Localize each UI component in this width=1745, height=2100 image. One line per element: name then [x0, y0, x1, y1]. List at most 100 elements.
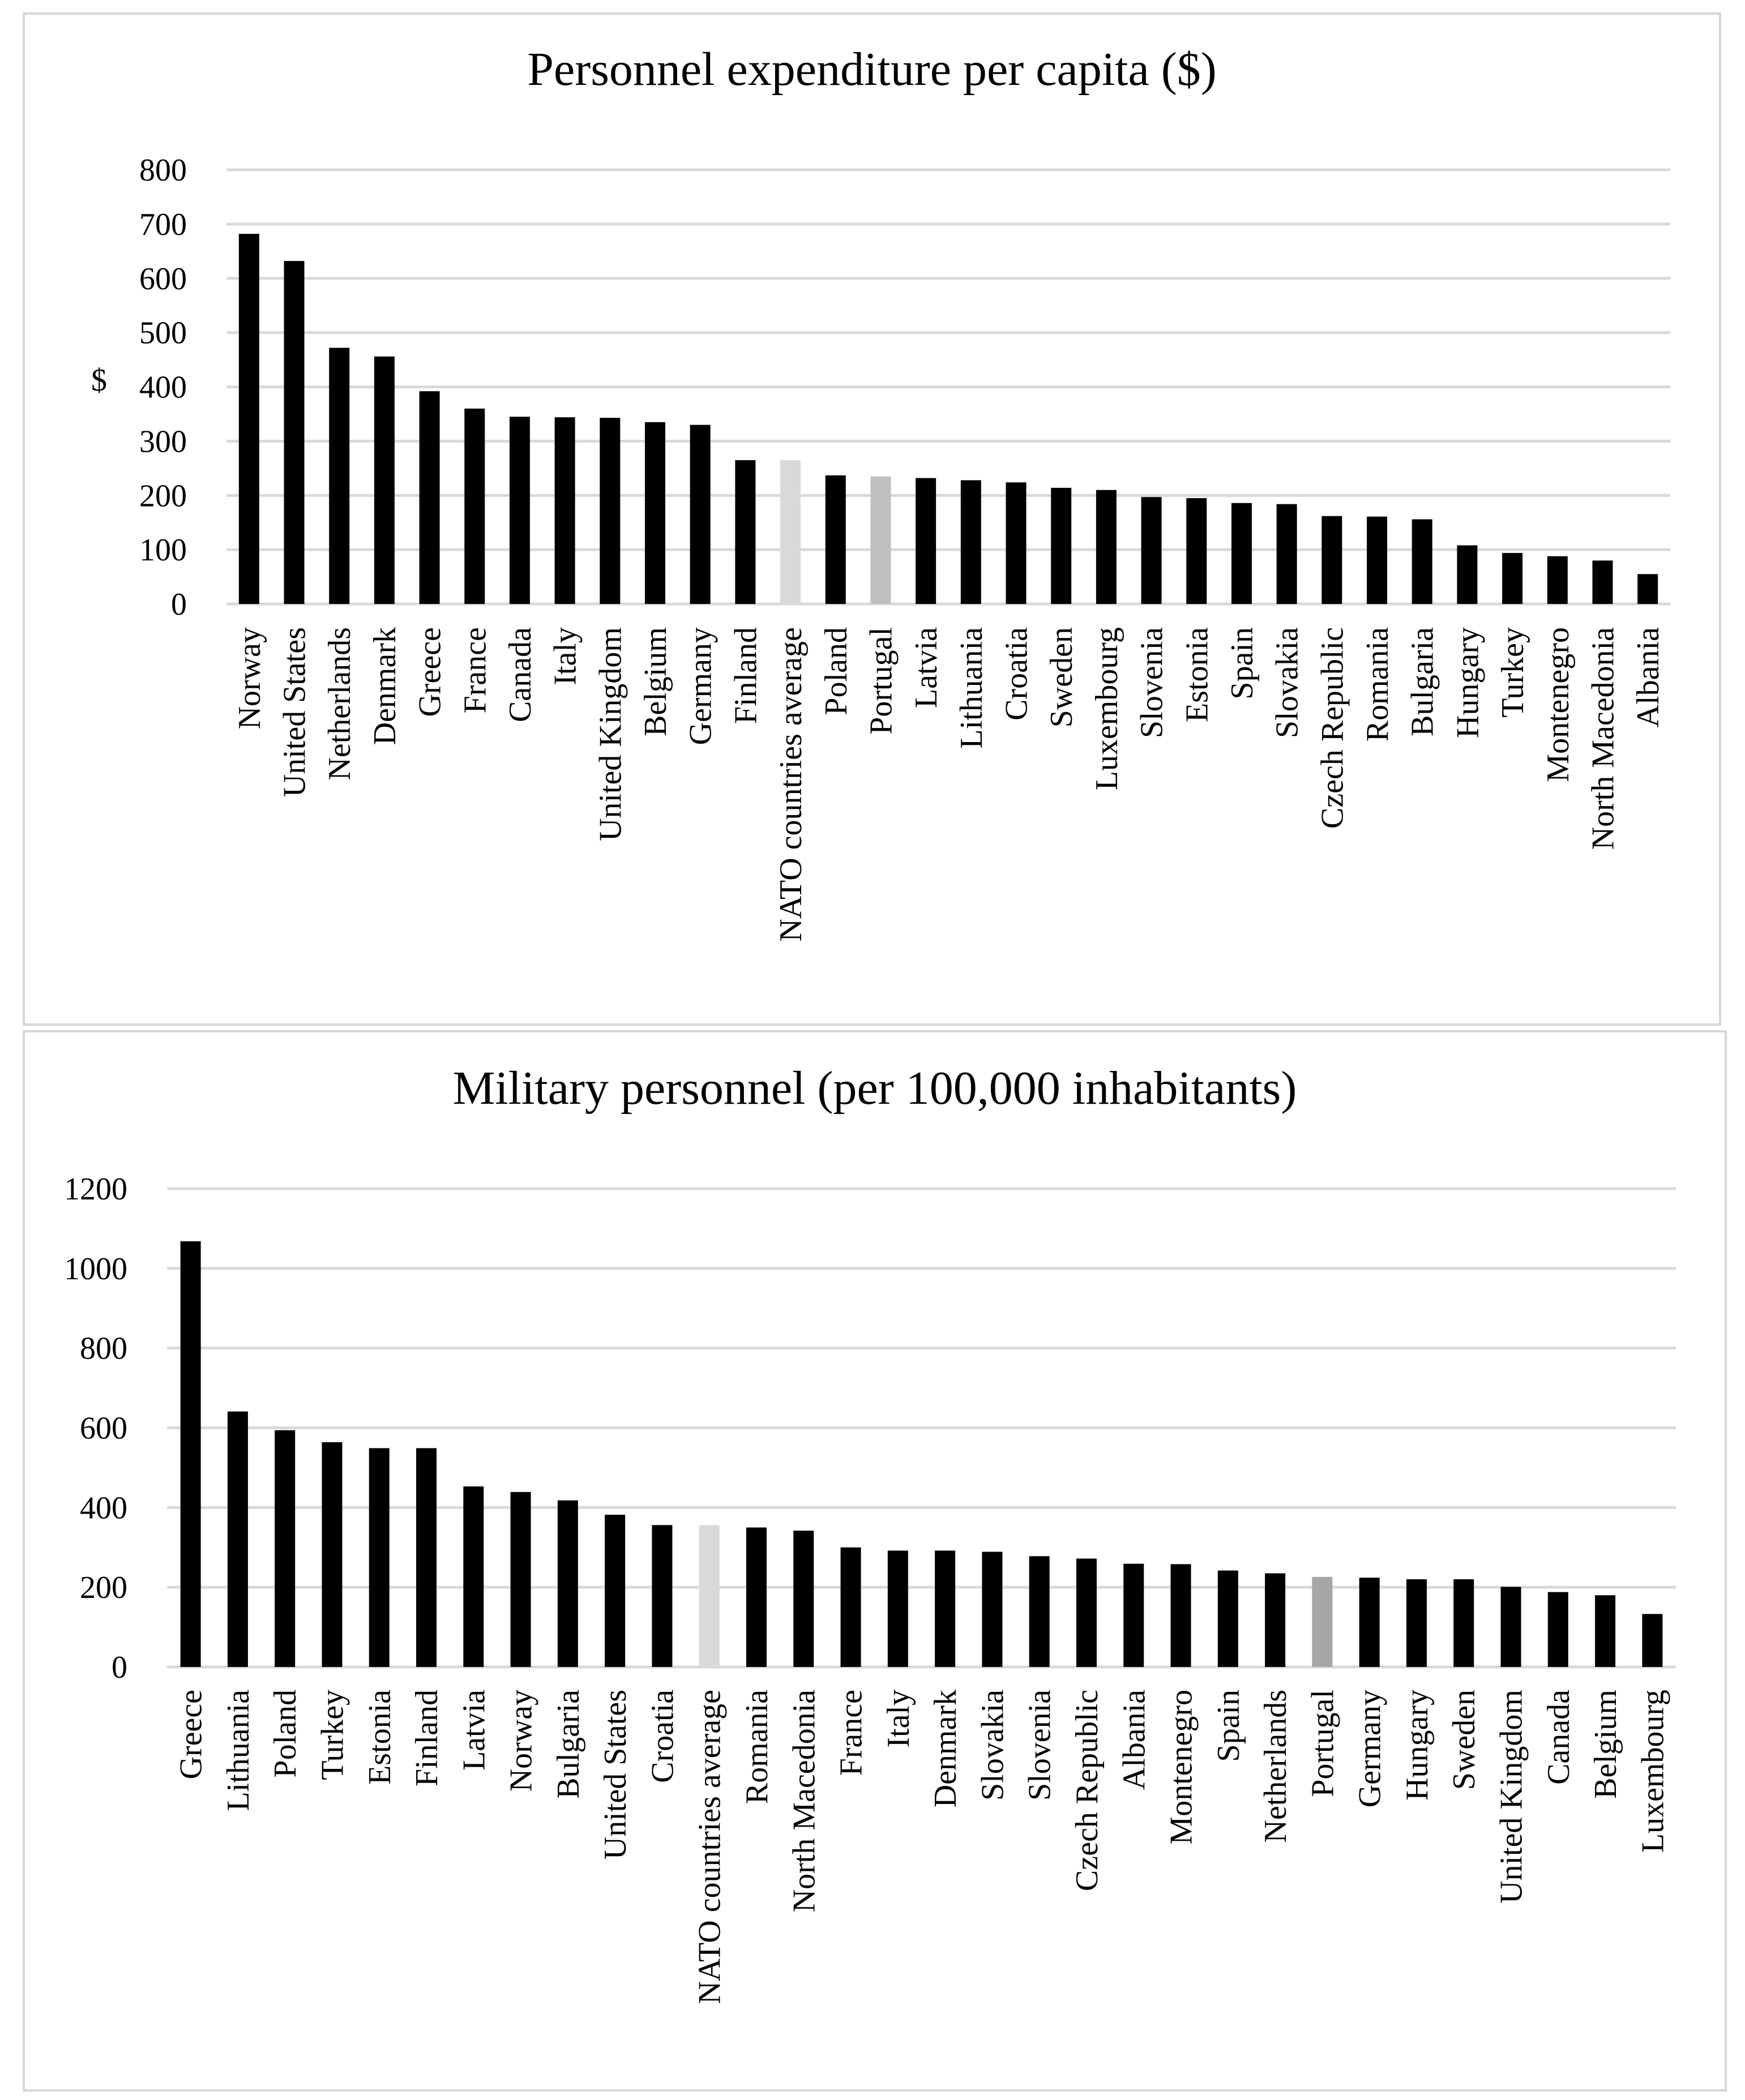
- bar-personnel-hungary: [1406, 1579, 1427, 1667]
- category-label: United States: [598, 1690, 633, 1859]
- category-label: Slovenia: [1023, 1690, 1058, 1801]
- category-label: Greece: [174, 1690, 209, 1780]
- bar-expenditure-united-states: [284, 261, 305, 604]
- category-label: Denmark: [367, 627, 403, 745]
- bar-expenditure-portugal: [870, 476, 891, 604]
- category-label: North Macedonia: [786, 1690, 822, 1913]
- y-tick-label: 500: [139, 316, 187, 351]
- y-tick-label: 400: [80, 1490, 127, 1525]
- bar-personnel-finland: [416, 1448, 437, 1667]
- bar-expenditure-poland: [825, 475, 846, 604]
- category-label: Poland: [268, 1690, 303, 1778]
- bar-personnel-france: [840, 1547, 861, 1667]
- category-label: Albania: [1631, 627, 1666, 727]
- bar-expenditure-lithuania: [960, 480, 981, 604]
- category-label: Bulgaria: [1405, 627, 1440, 736]
- category-label: Lithuania: [221, 1690, 256, 1811]
- bar-personnel-united-kingdom: [1500, 1587, 1521, 1667]
- category-label: Montenegro: [1541, 627, 1576, 782]
- bar-personnel-north-macedonia: [793, 1531, 814, 1667]
- bar-expenditure-sweden: [1051, 487, 1072, 604]
- bar-expenditure-hungary: [1457, 545, 1478, 604]
- bar-personnel-portugal: [1312, 1576, 1333, 1667]
- category-label: Norway: [232, 627, 267, 729]
- chart-title: Personnel expenditure per capita ($): [527, 43, 1217, 96]
- category-label: Slovakia: [1270, 627, 1305, 738]
- bar-expenditure-nato-countries-average: [780, 460, 801, 604]
- category-label: Finland: [409, 1690, 444, 1786]
- bar-personnel-spain: [1217, 1570, 1238, 1667]
- bar-expenditure-norway: [238, 234, 259, 604]
- bar-expenditure-latvia: [916, 478, 936, 604]
- bar-expenditure-bulgaria: [1412, 519, 1432, 604]
- bar-expenditure-czech-republic: [1321, 516, 1342, 604]
- bar-personnel-germany: [1359, 1578, 1380, 1667]
- bar-personnel-sweden: [1453, 1579, 1474, 1667]
- category-label: NATO countries average: [773, 627, 809, 942]
- bar-personnel-slovakia: [982, 1552, 1003, 1667]
- y-tick-label: 600: [139, 262, 187, 297]
- category-label: Spain: [1225, 627, 1260, 700]
- bar-personnel-norway: [510, 1492, 531, 1667]
- category-label: Hungary: [1450, 627, 1485, 738]
- category-label: Italy: [881, 1690, 916, 1748]
- category-label: United States: [277, 627, 313, 797]
- category-label: Denmark: [928, 1690, 963, 1807]
- y-tick-label: 400: [139, 370, 187, 405]
- bar-expenditure-spain: [1231, 503, 1252, 604]
- bar-personnel-italy: [887, 1550, 908, 1667]
- chart-panel-military-personnel: [23, 1030, 1727, 2092]
- bar-personnel-belgium: [1595, 1595, 1616, 1667]
- category-label: Czech Republic: [1070, 1690, 1105, 1891]
- bar-expenditure-canada: [509, 417, 530, 604]
- category-label: Latvia: [456, 1690, 491, 1771]
- bar-personnel-netherlands: [1265, 1573, 1286, 1667]
- y-tick-label: 800: [139, 153, 187, 188]
- y-tick-label: 1000: [64, 1252, 127, 1287]
- category-label: Portugal: [1305, 1690, 1340, 1797]
- bar-personnel-albania: [1123, 1563, 1144, 1667]
- bar-expenditure-united-kingdom: [600, 418, 621, 604]
- y-axis-label: $: [91, 363, 107, 398]
- category-label: Spain: [1211, 1690, 1246, 1762]
- category-label: Belgium: [1588, 1690, 1623, 1799]
- category-label: Sweden: [1044, 627, 1079, 727]
- category-label: France: [834, 1690, 869, 1776]
- bar-personnel-lithuania: [227, 1411, 248, 1667]
- bar-expenditure-luxembourg: [1096, 490, 1117, 604]
- bar-personnel-romania: [746, 1527, 767, 1667]
- category-label: United Kingdom: [1494, 1690, 1529, 1904]
- category-label: Canada: [1541, 1690, 1576, 1785]
- bar-personnel-montenegro: [1170, 1564, 1191, 1667]
- y-tick-label: 800: [80, 1331, 127, 1366]
- bar-expenditure-italy: [554, 417, 575, 604]
- category-label: Estonia: [1179, 627, 1214, 722]
- category-label: Sweden: [1447, 1690, 1482, 1790]
- bar-personnel-bulgaria: [557, 1500, 578, 1667]
- category-label: Albania: [1117, 1690, 1152, 1790]
- y-tick-label: 200: [80, 1570, 127, 1605]
- y-tick-label: 300: [139, 424, 187, 459]
- category-label: Netherlands: [1258, 1690, 1293, 1843]
- y-tick-label: 100: [139, 533, 187, 568]
- category-label: Czech Republic: [1315, 627, 1350, 829]
- bar-personnel-nato-countries-average: [699, 1525, 720, 1667]
- bar-expenditure-denmark: [374, 356, 395, 604]
- category-label: Poland: [819, 627, 854, 715]
- category-label: Estonia: [362, 1690, 397, 1785]
- bar-personnel-denmark: [935, 1550, 956, 1667]
- bar-expenditure-romania: [1367, 516, 1388, 604]
- bar-expenditure-montenegro: [1547, 556, 1568, 604]
- bar-expenditure-finland: [735, 460, 756, 604]
- bar-expenditure-france: [464, 408, 485, 604]
- bar-personnel-slovenia: [1029, 1556, 1050, 1667]
- category-label: Luxembourg: [1089, 627, 1124, 790]
- category-label: Romania: [1360, 627, 1395, 742]
- bar-personnel-turkey: [322, 1442, 343, 1667]
- category-label: Croatia: [999, 627, 1034, 721]
- category-label: Turkey: [1495, 627, 1530, 718]
- bar-expenditure-belgium: [645, 422, 666, 604]
- y-tick-label: 1200: [64, 1172, 127, 1207]
- bar-personnel-latvia: [463, 1486, 484, 1667]
